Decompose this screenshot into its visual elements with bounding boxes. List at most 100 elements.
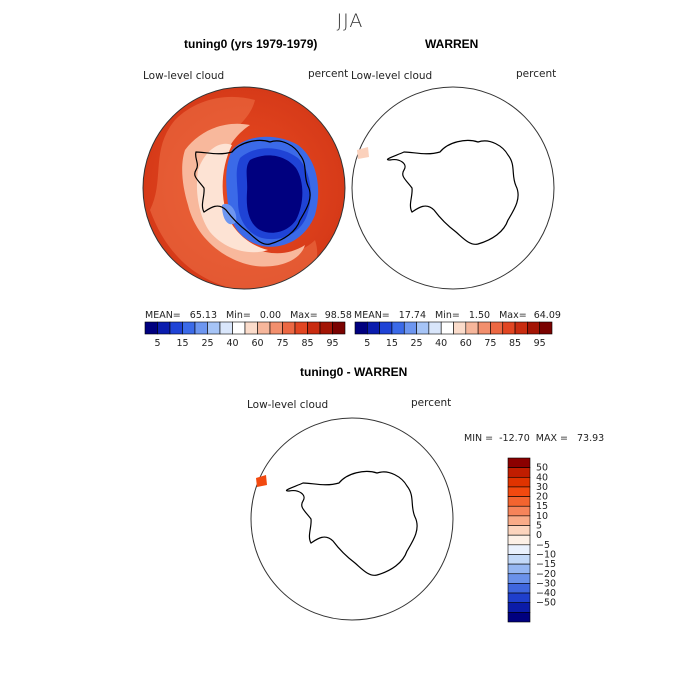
colorbar-tick-label: 95 [534, 338, 546, 349]
colorbar-tick-label: 15 [536, 501, 548, 512]
colorbar-swatch [527, 321, 540, 335]
colorbar-tick-label: 25 [411, 338, 423, 349]
colorbar-swatch [332, 321, 346, 335]
colorbar-swatch [219, 321, 233, 335]
colorbar-tick-label: 40 [536, 472, 548, 483]
colorbar-swatch [539, 321, 553, 335]
panel3-units: percent [411, 397, 452, 409]
panel3-boundary [250, 417, 454, 621]
continent-core [246, 155, 303, 233]
colorbar-swatch [507, 534, 531, 546]
colorbar-swatch [169, 321, 183, 335]
panel3-stats: MIN = -12.70 MAX = 73.93 [464, 433, 604, 444]
colorbar-tick-label: 60 [460, 338, 472, 349]
panel2-field-label: Low-level cloud [351, 70, 433, 82]
max-label: Max= [290, 310, 318, 321]
colorbar-tick-label: −15 [536, 559, 556, 570]
panel2-units: percent [516, 68, 557, 80]
colorbar-tick-label: 95 [326, 338, 338, 349]
figure-title: JJA [336, 10, 364, 32]
colorbar-tick-label: −30 [536, 578, 556, 589]
mean-value: 17.74 [398, 310, 426, 321]
colorbar-swatch [507, 573, 531, 584]
colorbar-swatch [391, 321, 405, 335]
panel1-field-label: Low-level cloud [143, 70, 225, 82]
panel3-field-label: Low-level cloud [247, 399, 329, 411]
mean-label: MEAN= [145, 310, 181, 321]
colorbar-swatch [507, 544, 531, 555]
min-label: Min= [226, 310, 251, 321]
min-value: -12.70 [499, 433, 530, 444]
colorbar-swatch [379, 321, 393, 335]
colorbar-swatch [507, 602, 531, 613]
colorbar-swatch [294, 321, 308, 335]
colorbar-swatch [507, 612, 531, 623]
colorbar-swatch [367, 321, 380, 335]
colorbar-tick-label: 20 [536, 492, 548, 503]
colorbar-swatch [157, 321, 171, 335]
colorbar-swatch [428, 321, 442, 335]
colorbar-swatch [507, 505, 531, 517]
mean-label: MEAN= [354, 310, 390, 321]
coastal-light-band [196, 143, 268, 253]
colorbar-panel2: 5 15 25 40 60 75 85 95 [354, 321, 553, 349]
colorbar-tick-label: 60 [251, 338, 263, 349]
colorbar-tick-label: 85 [301, 338, 313, 349]
panel1-coastline [194, 139, 311, 245]
colorbar-swatch [244, 321, 258, 335]
colorbar-swatch [507, 457, 531, 468]
colorbar-swatch [507, 515, 531, 526]
colorbar-swatch [507, 496, 531, 507]
colorbar-tick-label: 50 [536, 463, 548, 474]
colorbar-swatch [507, 563, 531, 575]
colorbar-swatch [307, 321, 321, 335]
colorbar-swatch [477, 321, 491, 335]
colorbar-swatch [507, 592, 531, 604]
colorbar-swatch [319, 321, 333, 335]
colorbar-swatch [440, 321, 454, 335]
colorbar-tick-label: −40 [536, 588, 556, 599]
colorbar-tick-label: 15 [386, 338, 398, 349]
colorbar-tick-label: −10 [536, 549, 556, 560]
panel2-title: WARREN [425, 37, 479, 51]
colorbar-tick-label: 75 [484, 338, 496, 349]
colorbar-swatch [507, 554, 531, 565]
colorbar-swatch [507, 486, 531, 497]
colorbar-tick-label: 5 [364, 338, 370, 349]
colorbar-tick-label: −20 [536, 569, 556, 580]
panel3-patch [256, 475, 267, 487]
colorbar-swatch [453, 321, 467, 335]
colorbar-tick-label: 5 [154, 338, 160, 349]
colorbar-swatch [514, 321, 528, 335]
colorbar-tick-label: 40 [435, 338, 447, 349]
panel2-patch [357, 147, 369, 159]
panel3-title: tuning0 - WARREN [300, 365, 408, 379]
max-label: Max= [499, 310, 527, 321]
colorbar-swatch [257, 321, 271, 335]
max-value: 64.09 [533, 310, 561, 321]
panel2-stats: MEAN= 17.74 Min= 1.50 Max= 64.09 [354, 310, 561, 321]
colorbar-swatch [465, 321, 479, 335]
colorbar-panel1: 5 15 25 40 60 75 85 95 [144, 321, 346, 349]
min-value: 1.50 [468, 310, 491, 321]
panel1-boundary [142, 86, 346, 290]
colorbar-swatch [403, 321, 417, 335]
colorbar-tick-label: 25 [201, 338, 213, 349]
colorbar-swatch [507, 525, 531, 536]
colorbar-tick-label: 15 [176, 338, 188, 349]
colorbar-swatch [269, 321, 283, 335]
panel3-coastline [285, 470, 418, 576]
colorbar-swatch [502, 321, 516, 335]
panel1-map-fill [143, 87, 345, 289]
colorbar-swatch [490, 321, 504, 335]
colorbar-swatch [194, 321, 208, 335]
colorbar-swatch [507, 583, 531, 594]
panel1-units: percent [308, 68, 349, 80]
panel1-stats: MEAN= 65.13 Min= 0.00 Max= 98.58 [145, 310, 352, 321]
colorbar-tick-label: 0 [536, 530, 542, 541]
colorbar-tick-label: −50 [536, 598, 556, 609]
max-value: 98.58 [324, 310, 352, 321]
colorbar-tick-label: 30 [536, 482, 548, 493]
